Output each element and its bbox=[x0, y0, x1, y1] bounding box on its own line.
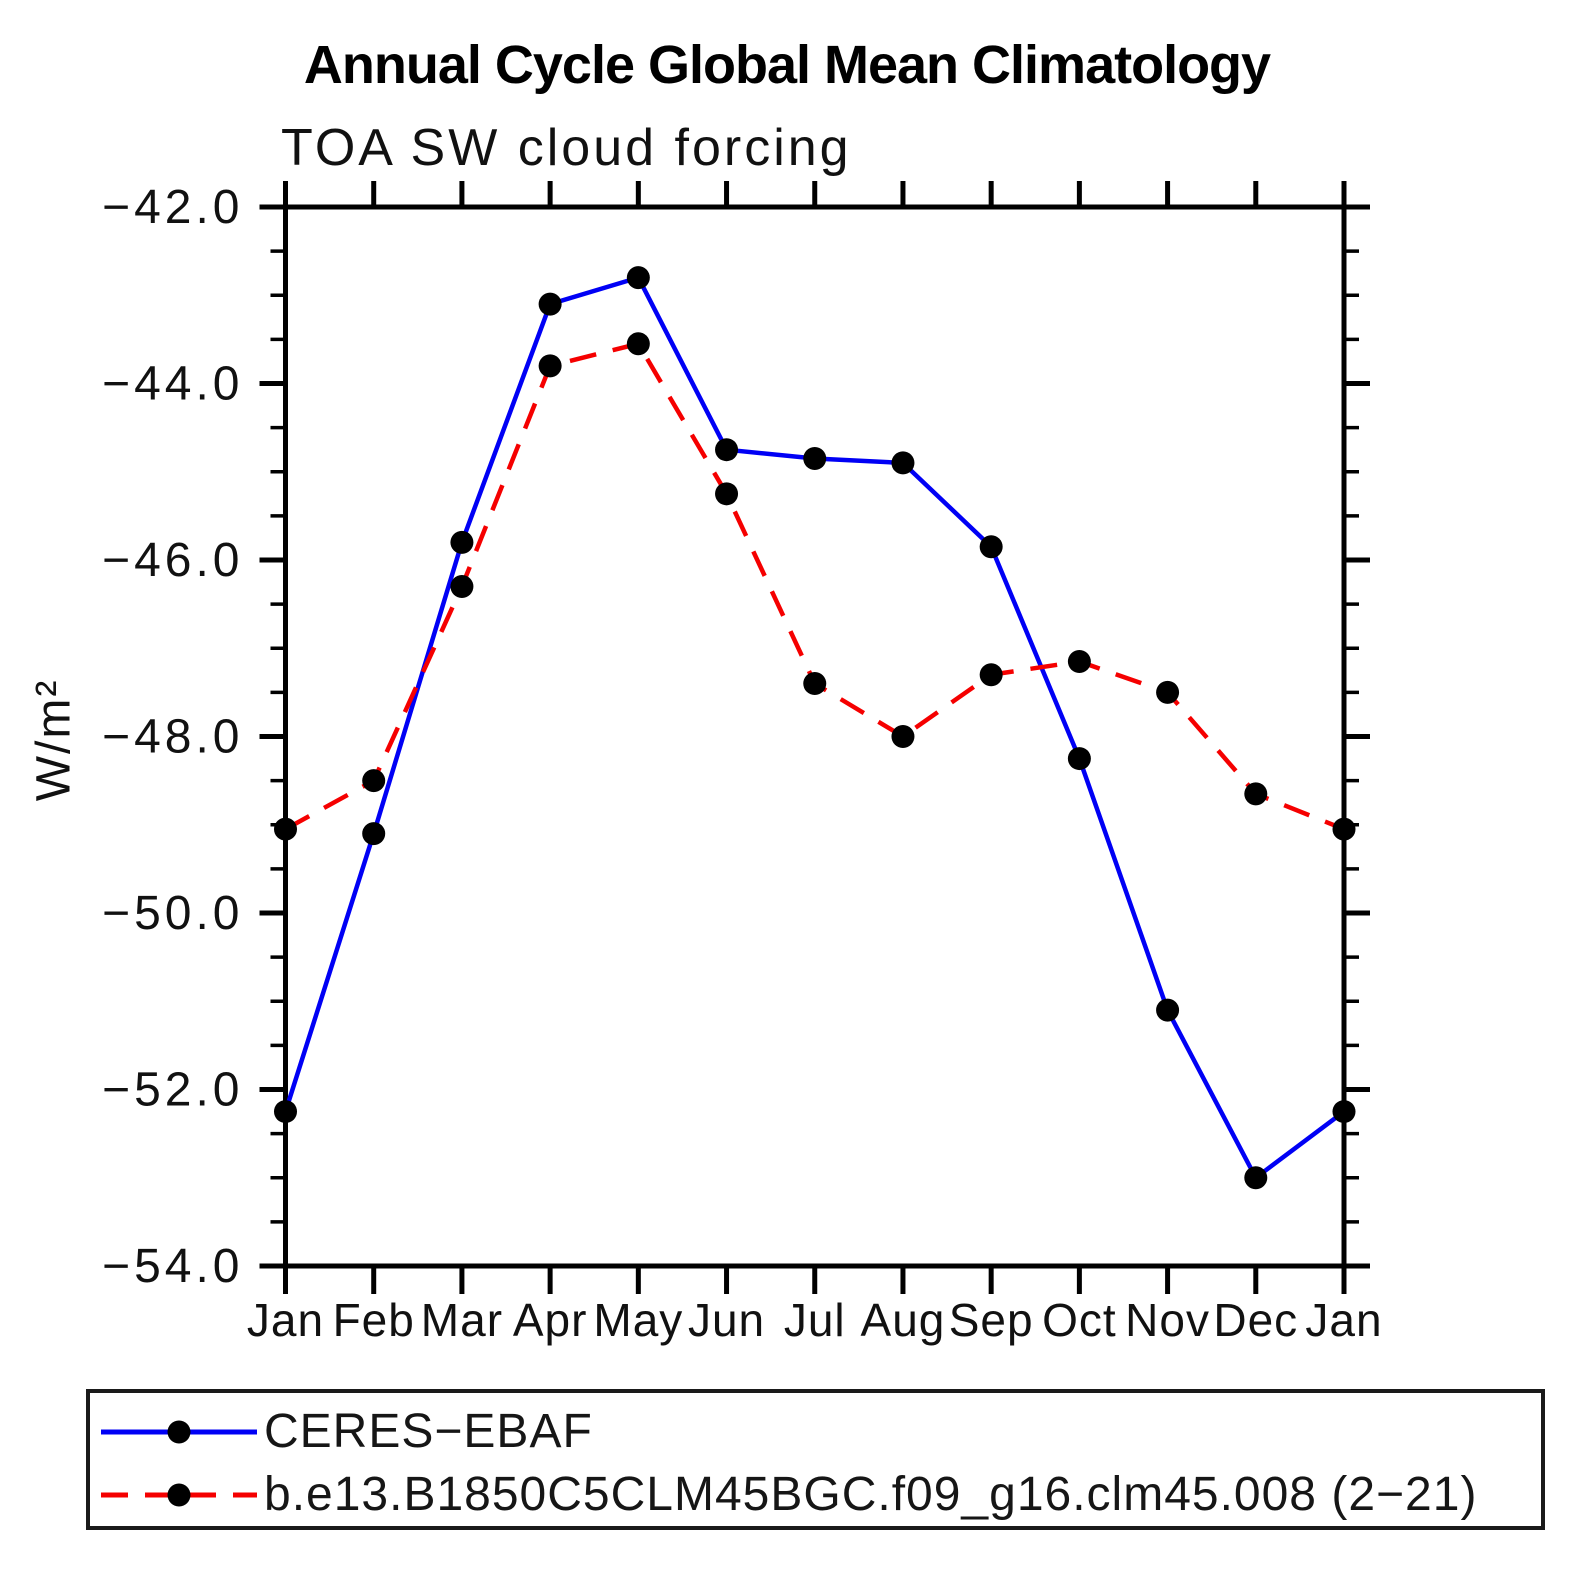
data-point bbox=[538, 354, 562, 378]
data-point bbox=[1067, 747, 1091, 771]
data-point bbox=[1244, 1166, 1268, 1190]
x-tick-label: Feb bbox=[333, 1294, 415, 1346]
data-point bbox=[891, 451, 915, 475]
data-point bbox=[1332, 1100, 1356, 1124]
data-point bbox=[1332, 817, 1356, 841]
y-tick-label: −50.0 bbox=[102, 887, 243, 940]
x-tick-label: Sep bbox=[949, 1294, 1034, 1346]
x-tick-label: Jun bbox=[688, 1294, 765, 1346]
legend-item-model: b.e13.B1850C5CLM45BGC.f09_g16.clm45.008 … bbox=[97, 1468, 1478, 1521]
x-tick-label: Mar bbox=[421, 1294, 503, 1346]
data-point bbox=[626, 266, 650, 290]
data-point bbox=[450, 530, 474, 554]
y-tick-label: −42.0 bbox=[102, 181, 243, 234]
x-tick-label: Apr bbox=[513, 1294, 588, 1346]
legend-item-ceres: CERES−EBAF bbox=[97, 1405, 593, 1458]
legend-sample-line-solid bbox=[101, 1420, 257, 1444]
chart-subtitle: TOA SW cloud forcing bbox=[281, 119, 852, 177]
x-tick-label: Jan bbox=[1305, 1294, 1382, 1346]
data-point bbox=[362, 822, 386, 846]
x-tick-label: Nov bbox=[1125, 1294, 1210, 1346]
x-tick-label: Oct bbox=[1042, 1294, 1117, 1346]
legend-label-ceres: CERES−EBAF bbox=[264, 1405, 593, 1458]
series-lines bbox=[283, 274, 1346, 1182]
legend-box: CERES−EBAF b.e13.B1850C5CLM45BGC.f09_g16… bbox=[86, 1389, 1545, 1530]
data-point bbox=[1156, 998, 1180, 1022]
x-tick-labels: Jan Feb Mar Apr May Jun Jul Aug Sep Oct Nov Dec Jan bbox=[247, 1294, 1382, 1346]
data-point bbox=[626, 332, 650, 356]
series-line-1 bbox=[284, 341, 1345, 832]
x-tick-label: Jul bbox=[784, 1294, 846, 1346]
y-tick-labels: −42.0 −44.0 −46.0 −48.0 −50.0 −52.0 −54.0 bbox=[102, 181, 243, 1293]
y-tick-label: −44.0 bbox=[102, 358, 243, 411]
data-point bbox=[450, 574, 474, 598]
y-tick-label: −52.0 bbox=[102, 1064, 243, 1117]
axes-frame bbox=[259, 181, 1370, 1294]
chart-title: Annual Cycle Global Mean Climatology bbox=[303, 35, 1271, 95]
y-tick-label: −48.0 bbox=[102, 711, 243, 764]
data-point bbox=[891, 725, 915, 748]
data-point bbox=[803, 447, 827, 471]
data-point bbox=[715, 438, 739, 462]
data-point-markers bbox=[274, 266, 1356, 1190]
data-point bbox=[979, 535, 1003, 559]
data-point bbox=[1244, 782, 1268, 806]
x-tick-label: May bbox=[593, 1294, 683, 1346]
legend-label-model: b.e13.B1850C5CLM45BGC.f09_g16.clm45.008 … bbox=[264, 1468, 1478, 1521]
y-tick-label: −46.0 bbox=[102, 534, 243, 587]
data-point bbox=[538, 292, 562, 316]
legend-sample-line-dashed bbox=[101, 1483, 257, 1507]
data-point bbox=[979, 663, 1003, 687]
x-tick-label: Aug bbox=[861, 1294, 946, 1346]
data-point bbox=[274, 1100, 297, 1124]
data-point bbox=[1067, 649, 1091, 673]
data-point bbox=[715, 482, 739, 506]
data-point bbox=[803, 672, 827, 696]
x-tick-label: Dec bbox=[1213, 1294, 1298, 1346]
data-point bbox=[274, 817, 297, 841]
x-tick-label: Jan bbox=[247, 1294, 324, 1346]
data-point bbox=[1156, 680, 1180, 704]
series-line-0 bbox=[283, 274, 1346, 1182]
y-tick-label: −54.0 bbox=[102, 1240, 243, 1293]
data-point bbox=[362, 769, 386, 793]
